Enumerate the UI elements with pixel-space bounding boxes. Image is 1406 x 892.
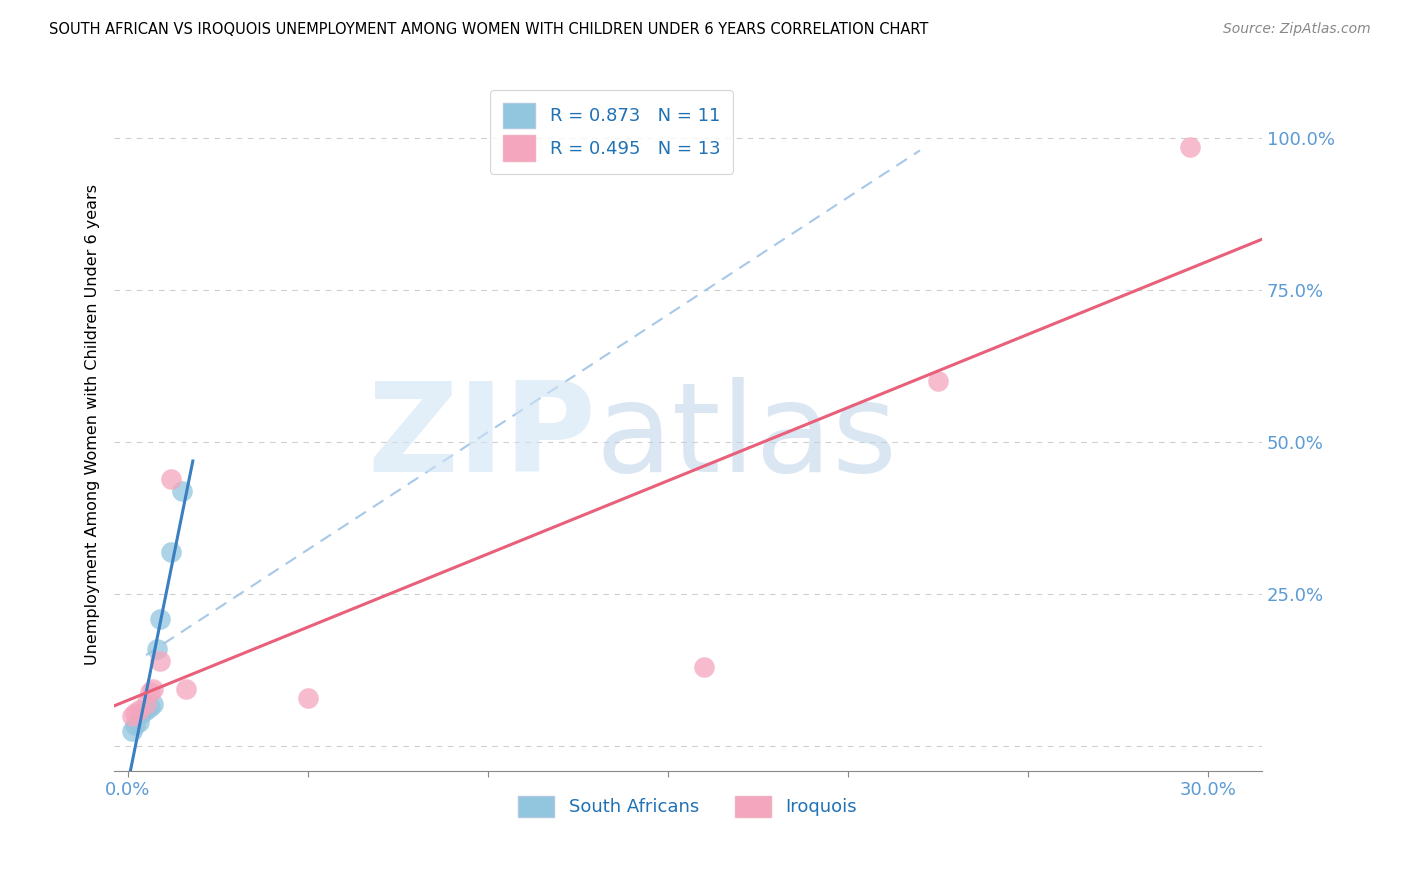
Point bbox=[135, 703, 157, 717]
Point bbox=[160, 545, 183, 559]
Point bbox=[693, 660, 716, 674]
Text: SOUTH AFRICAN VS IROQUOIS UNEMPLOYMENT AMONG WOMEN WITH CHILDREN UNDER 6 YEARS C: SOUTH AFRICAN VS IROQUOIS UNEMPLOYMENT A… bbox=[49, 22, 928, 37]
Text: ZIP: ZIP bbox=[367, 377, 596, 499]
Point bbox=[927, 375, 949, 389]
Point bbox=[124, 706, 146, 720]
Point bbox=[1178, 140, 1201, 154]
Point bbox=[138, 684, 160, 698]
Point bbox=[160, 472, 183, 486]
Point bbox=[128, 714, 150, 729]
Point bbox=[138, 699, 160, 714]
Point bbox=[142, 697, 165, 711]
Point bbox=[131, 706, 153, 720]
Point bbox=[128, 703, 150, 717]
Point bbox=[135, 697, 157, 711]
Point bbox=[297, 690, 319, 705]
Text: Source: ZipAtlas.com: Source: ZipAtlas.com bbox=[1223, 22, 1371, 37]
Point bbox=[170, 483, 193, 498]
Point bbox=[124, 718, 146, 732]
Legend: South Africans, Iroquois: South Africans, Iroquois bbox=[510, 789, 865, 824]
Text: atlas: atlas bbox=[596, 377, 898, 499]
Point bbox=[121, 709, 143, 723]
Point bbox=[149, 612, 172, 626]
Point bbox=[146, 642, 169, 657]
Point bbox=[121, 724, 143, 739]
Point bbox=[149, 654, 172, 668]
Point bbox=[174, 681, 197, 696]
Y-axis label: Unemployment Among Women with Children Under 6 years: Unemployment Among Women with Children U… bbox=[86, 184, 100, 665]
Point bbox=[142, 681, 165, 696]
